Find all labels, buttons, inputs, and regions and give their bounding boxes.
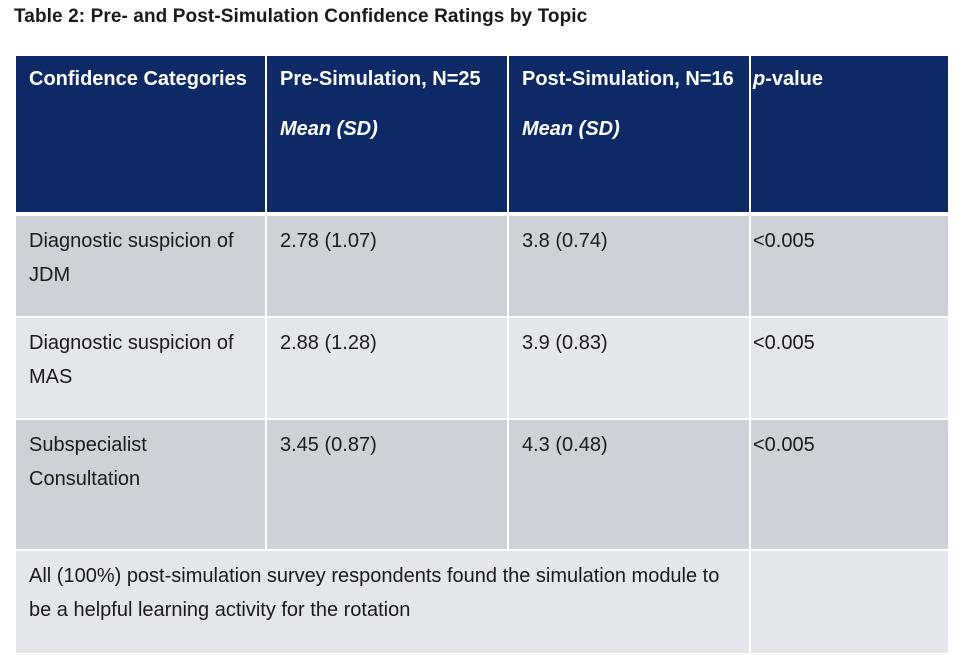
post-cell: 3.8 (0.74) [507,213,751,318]
table-row: Subspecialist Consultation 3.45 (0.87) 4… [14,418,950,551]
p-value-cell: <0.005 [749,213,950,318]
header-pre-label: Pre-Simulation, N=25 [280,68,481,90]
header-post-simulation: Post-Simulation, N=16 Mean (SD) [507,54,751,216]
pre-cell: 2.78 (1.07) [265,213,509,318]
p-value-cell: <0.005 [749,418,950,551]
header-pre-sub: Mean (SD) [280,118,378,140]
header-post-label: Post-Simulation, N=16 [522,68,734,90]
table-row: Diagnostic suspicion of JDM 2.78 (1.07) … [14,213,950,318]
footnote-cell: All (100%) post-simulation survey respon… [14,549,751,655]
p-value-cell: <0.005 [749,316,950,420]
pre-cell: 2.88 (1.28) [265,316,509,420]
confidence-ratings-table: Confidence Categories Pre-Simulation, N=… [14,54,950,655]
post-cell: 4.3 (0.48) [507,418,751,551]
table-row: Diagnostic suspicion of MAS 2.88 (1.28) … [14,316,950,420]
category-cell: Diagnostic suspicion of JDM [14,213,267,318]
footnote-row: All (100%) post-simulation survey respon… [14,549,950,655]
table-title: Table 2: Pre- and Post-Simulation Confid… [14,6,588,27]
header-pre-simulation: Pre-Simulation, N=25 Mean (SD) [265,54,509,216]
post-cell: 3.9 (0.83) [507,316,751,420]
header-p-value: p-value [749,54,950,216]
header-post-sub: Mean (SD) [522,118,620,140]
header-confidence-categories: Confidence Categories [14,54,267,216]
category-cell: Diagnostic suspicion of MAS [14,316,267,420]
footnote-empty-cell [749,549,950,655]
header-row: Confidence Categories Pre-Simulation, N=… [14,54,950,216]
pre-cell: 3.45 (0.87) [265,418,509,551]
category-cell: Subspecialist Consultation [14,418,267,551]
